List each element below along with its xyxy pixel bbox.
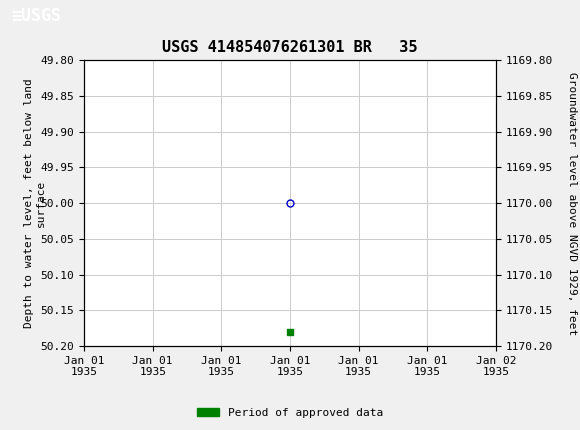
Legend: Period of approved data: Period of approved data <box>193 403 387 422</box>
Text: ≡USGS: ≡USGS <box>12 7 61 25</box>
Title: USGS 414854076261301 BR   35: USGS 414854076261301 BR 35 <box>162 40 418 55</box>
Y-axis label: Groundwater level above NGVD 1929, feet: Groundwater level above NGVD 1929, feet <box>567 71 577 335</box>
Y-axis label: Depth to water level, feet below land
surface: Depth to water level, feet below land su… <box>24 78 46 328</box>
